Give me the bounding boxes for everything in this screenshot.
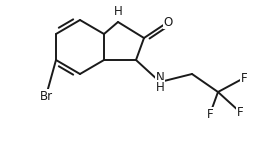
Text: N: N xyxy=(156,71,164,84)
Text: H: H xyxy=(114,5,122,18)
Text: O: O xyxy=(163,15,173,28)
Text: Br: Br xyxy=(39,90,53,103)
Text: F: F xyxy=(241,71,247,85)
Text: F: F xyxy=(237,105,243,118)
Text: H: H xyxy=(156,80,164,94)
Text: F: F xyxy=(207,108,213,120)
